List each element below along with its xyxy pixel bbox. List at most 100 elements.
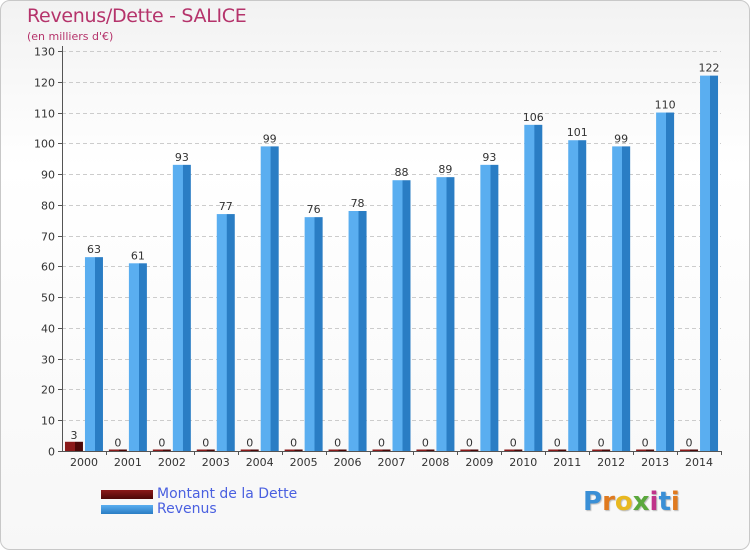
data-label-debt: 0 <box>422 437 429 450</box>
logo-letter: P <box>583 487 603 517</box>
bar-revenue <box>84 257 103 451</box>
legend-swatch-revenue <box>101 505 153 514</box>
x-tick-label: 2008 <box>421 456 449 469</box>
bar-debt <box>240 449 259 451</box>
bar-debt <box>416 449 435 451</box>
data-label-debt: 0 <box>686 437 693 450</box>
bar-debt <box>680 449 699 451</box>
data-label-debt: 0 <box>246 437 253 450</box>
data-label-revenue: 89 <box>438 163 452 176</box>
x-tick-label: 2001 <box>114 456 142 469</box>
data-label-revenue: 99 <box>614 132 628 145</box>
x-tick-label: 2000 <box>70 456 98 469</box>
x-tick-label: 2005 <box>290 456 318 469</box>
bar-revenue <box>260 146 279 451</box>
legend-label-revenue: Revenus <box>157 501 217 517</box>
y-tick-label: 20 <box>41 384 55 397</box>
y-tick-label: 110 <box>34 108 55 121</box>
logo-letter: o <box>614 487 633 517</box>
x-tick-label: 2012 <box>597 456 625 469</box>
y-tick-label: 80 <box>41 200 55 213</box>
data-label-debt: 0 <box>378 437 385 450</box>
data-label-revenue: 78 <box>351 197 365 210</box>
data-label-revenue: 77 <box>219 200 233 213</box>
bar-revenue <box>304 217 323 451</box>
logo-letter: t <box>658 487 671 517</box>
data-label-debt: 0 <box>510 437 517 450</box>
y-tick-label: 90 <box>41 169 55 182</box>
bar-debt <box>108 449 127 451</box>
data-label-debt: 0 <box>202 437 209 450</box>
data-label-revenue: 101 <box>567 126 588 139</box>
bar-revenue <box>568 140 587 451</box>
x-tick-label: 2002 <box>158 456 186 469</box>
bar-debt <box>284 449 303 451</box>
x-tick-label: 2011 <box>553 456 581 469</box>
bar-revenue <box>656 112 675 452</box>
bar-revenue <box>216 214 235 451</box>
x-tick-label: 2013 <box>641 456 669 469</box>
x-tick-label: 2003 <box>202 456 230 469</box>
data-label-revenue: 93 <box>482 151 496 164</box>
y-tick-label: 100 <box>34 138 55 151</box>
bar-revenue <box>172 164 191 451</box>
data-label-revenue: 99 <box>263 132 277 145</box>
bar-revenue <box>524 124 543 451</box>
logo-letter: i <box>649 487 659 517</box>
bar-debt <box>372 449 391 451</box>
bar-debt <box>152 449 171 451</box>
data-label-revenue: 61 <box>131 249 145 262</box>
x-tick-label: 2004 <box>246 456 274 469</box>
bar-revenue <box>128 263 147 451</box>
bar-revenue <box>612 146 631 451</box>
data-label-debt: 0 <box>554 437 561 450</box>
y-tick-label: 120 <box>34 77 55 90</box>
bar-revenue <box>392 180 411 451</box>
logo-letter: i <box>670 487 680 517</box>
bar-debt <box>636 449 655 451</box>
data-label-revenue: 110 <box>655 99 676 112</box>
y-tick-label: 70 <box>41 231 55 244</box>
y-tick-label: 30 <box>41 354 55 367</box>
x-tick-label: 2006 <box>334 456 362 469</box>
bar-debt <box>592 449 611 451</box>
data-label-debt: 0 <box>114 437 121 450</box>
y-tick-label: 40 <box>41 323 55 336</box>
bar-revenue <box>436 177 455 451</box>
bar-debt <box>64 441 83 451</box>
bar-debt <box>460 449 479 451</box>
data-label-revenue: 63 <box>87 243 101 256</box>
data-label-revenue: 93 <box>175 151 189 164</box>
bar-debt <box>328 449 347 451</box>
chart-subtitle: (en milliers d'€) <box>27 30 114 43</box>
logo-letter: r <box>602 487 615 517</box>
data-label-revenue: 76 <box>307 203 321 216</box>
y-tick-label: 0 <box>48 446 55 459</box>
y-tick-label: 130 <box>34 46 55 59</box>
x-tick-label: 2014 <box>685 456 713 469</box>
bar-revenue <box>700 75 719 451</box>
data-label-debt: 0 <box>466 437 473 450</box>
legend-label-debt: Montant de la Dette <box>157 486 298 502</box>
proxiti-logo: Proxiti <box>583 487 680 517</box>
data-label-debt: 0 <box>334 437 341 450</box>
bar-debt <box>504 449 523 451</box>
data-label-debt: 3 <box>70 429 77 442</box>
logo-letter: x <box>632 487 650 517</box>
data-label-debt: 0 <box>642 437 649 450</box>
bar-revenue <box>348 211 367 451</box>
x-tick-label: 2010 <box>509 456 537 469</box>
chart-title: Revenus/Dette - SALICE <box>27 5 247 27</box>
bar-revenue <box>480 164 499 451</box>
data-label-revenue: 88 <box>395 166 409 179</box>
legend-swatch-debt <box>101 490 153 499</box>
data-label-debt: 0 <box>158 437 165 450</box>
x-tick-label: 2007 <box>378 456 406 469</box>
bar-debt <box>548 449 567 451</box>
bar-debt <box>196 449 215 451</box>
data-label-revenue: 122 <box>699 62 720 75</box>
data-label-debt: 0 <box>290 437 297 450</box>
data-label-debt: 0 <box>598 437 605 450</box>
